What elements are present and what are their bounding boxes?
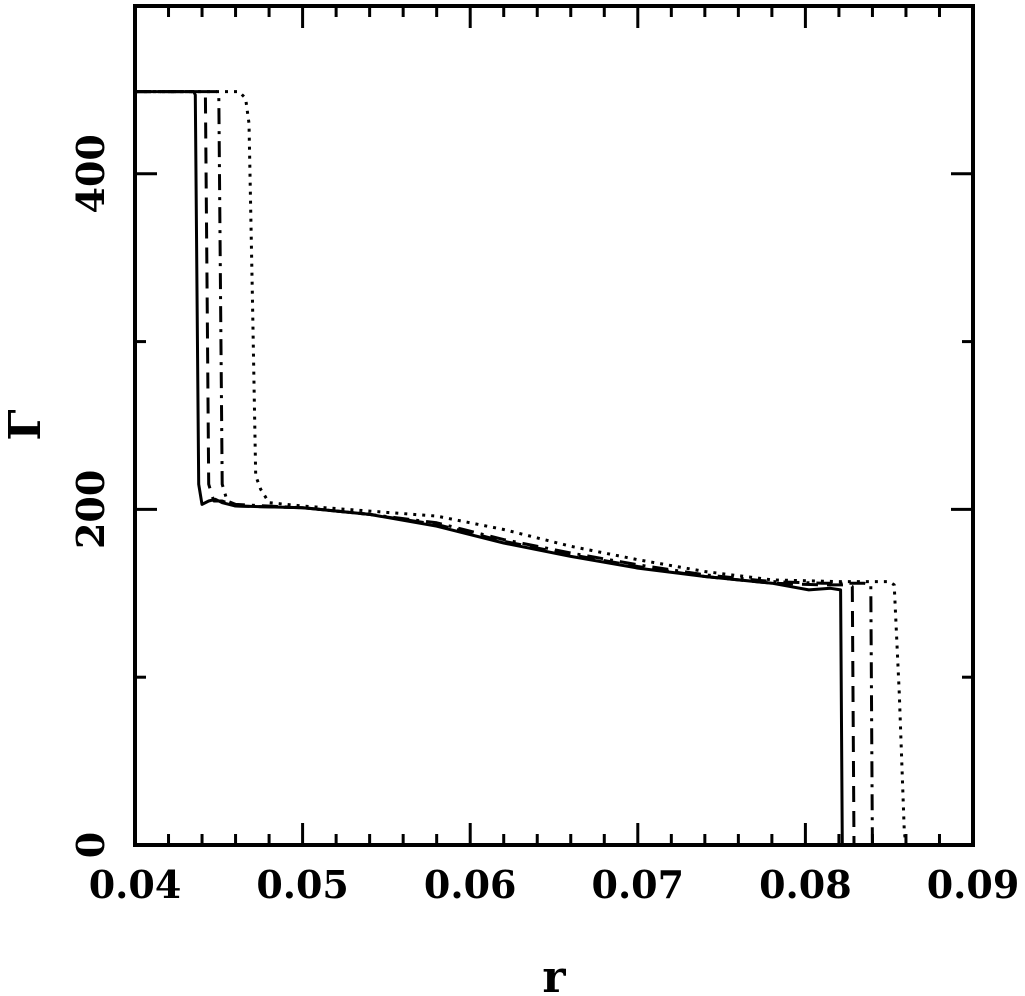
y-tick-label: 400 — [68, 134, 113, 213]
series-line-dotted — [135, 90, 973, 847]
x-tick-label: 0.04 — [89, 862, 182, 907]
series-line-dashed — [135, 90, 973, 847]
x-tick-label: 0.06 — [424, 862, 517, 907]
tick-labels: 0.04 0.05 0.06 0.07 0.08 0.09 0 200 400 — [68, 134, 1019, 907]
x-tick-label: 0.08 — [759, 862, 852, 907]
y-tick-label: 0 — [68, 832, 113, 858]
x-tick-label: 0.09 — [927, 862, 1020, 907]
x-axis-title: r — [542, 952, 566, 996]
plot-frame — [133, 4, 975, 847]
series-line-solid — [135, 90, 973, 847]
series-line-dashdot — [135, 90, 973, 847]
x-tick-label: 0.07 — [592, 862, 685, 907]
x-tick-label: 0.05 — [256, 862, 349, 907]
axis-ticks — [133, 4, 975, 847]
y-tick-label: 200 — [68, 470, 113, 549]
series-layer — [135, 90, 973, 847]
y-axis-title: Γ — [0, 409, 51, 440]
